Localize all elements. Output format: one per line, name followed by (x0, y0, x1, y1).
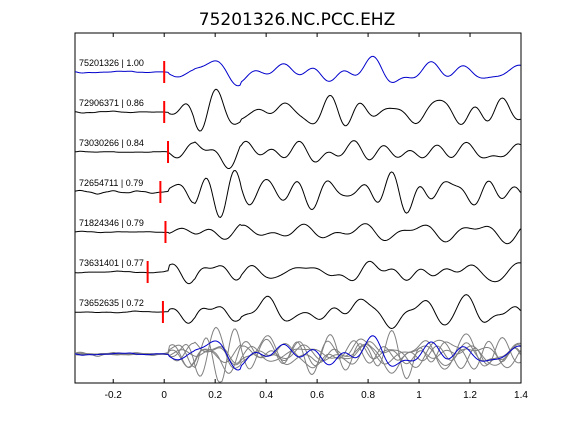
x-tick-label: 0 (161, 390, 167, 401)
waveform-trace (74, 294, 521, 330)
x-tick-label: -0.2 (105, 390, 123, 401)
trace-label: 73631401 | 0.77 (79, 258, 144, 268)
x-tick-label: 0.6 (310, 390, 324, 401)
chart-title: 75201326.NC.PCC.EHZ (199, 10, 396, 30)
x-tick-label: 1 (416, 390, 422, 401)
x-tick-label: 0.4 (259, 390, 273, 401)
waveform-trace (74, 140, 521, 169)
trace-label: 75201326 | 1.00 (79, 58, 144, 68)
x-tick-label: 1.2 (463, 390, 477, 401)
trace-label: 72654711 | 0.79 (79, 178, 143, 188)
x-axis: -0.2 0 0.2 0.4 0.6 0.8 1 1.2 1.4 (105, 33, 528, 401)
trace-label: 73030266 | 0.84 (79, 138, 144, 148)
x-tick-label: 1.4 (514, 390, 528, 401)
x-tick-label: 0.8 (361, 390, 375, 401)
waveform-trace (74, 260, 521, 285)
overlay-group (74, 326, 521, 383)
waveform-trace (74, 223, 521, 245)
trace-label: 72906371 | 0.86 (79, 98, 144, 108)
x-tick-label: 0.2 (208, 390, 222, 401)
traces-group: 75201326 | 1.00 72906371 | 0.86 73030266 |… (74, 55, 521, 330)
plot-frame (74, 32, 522, 384)
trace-label: 71824346 | 0.79 (79, 218, 144, 228)
overlay-trace (74, 326, 521, 377)
waveform-trace (74, 55, 521, 87)
waveform-trace (74, 88, 521, 132)
overlay-trace (74, 335, 521, 371)
trace-label: 73652635 | 0.72 (79, 298, 144, 308)
waveform-trace (74, 170, 521, 218)
